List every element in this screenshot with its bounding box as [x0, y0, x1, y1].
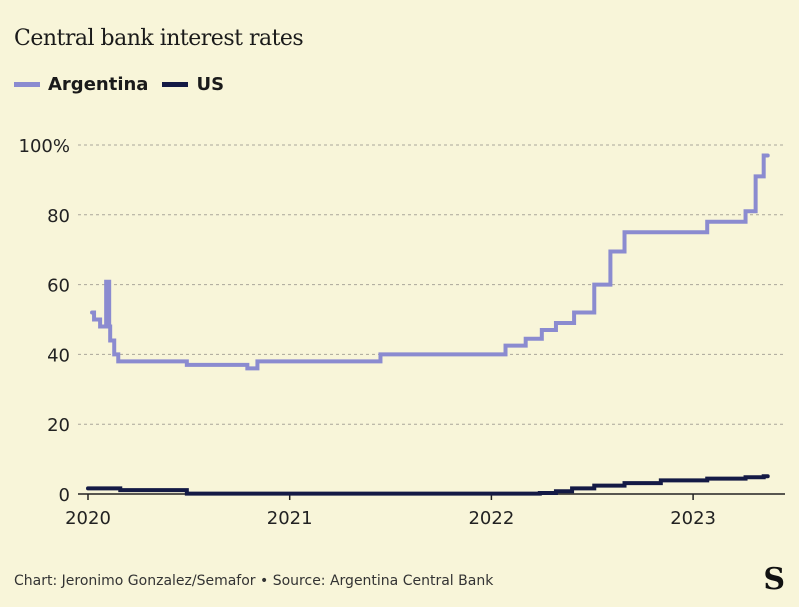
y-tick-label: 80	[47, 206, 70, 227]
x-tick-label: 2021	[267, 508, 313, 529]
legend-item-argentina: Argentina	[14, 74, 148, 95]
semafor-logo: S	[763, 562, 785, 597]
y-tick-label: 100%	[19, 136, 70, 157]
footer-credit: Chart: Jeronimo Gonzalez/Semafor • Sourc…	[14, 573, 494, 589]
chart-title: Central bank interest rates	[14, 26, 304, 51]
y-tick-label: 40	[47, 345, 70, 366]
y-tick-label: 60	[47, 276, 70, 297]
legend-swatch-us	[162, 82, 189, 87]
x-tick-label: 2022	[468, 508, 514, 529]
series-line-us	[86, 474, 770, 496]
y-tick-label: 20	[47, 415, 70, 436]
x-tick-label: 2023	[670, 508, 716, 529]
legend-label-argentina: Argentina	[48, 74, 149, 95]
legend-item-us: US	[162, 74, 224, 95]
series-line-argentina	[90, 153, 770, 371]
x-tick-label: 2020	[65, 508, 111, 529]
y-tick-label: 0	[59, 485, 70, 506]
legend: Argentina US	[14, 74, 238, 95]
legend-label-us: US	[196, 74, 225, 95]
legend-swatch-argentina	[14, 82, 40, 87]
